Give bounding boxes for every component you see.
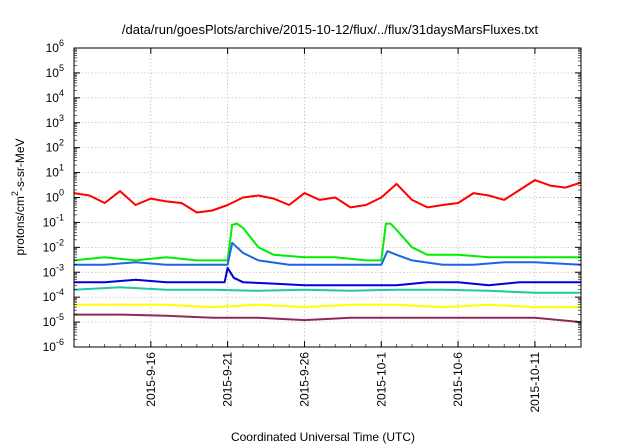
x-axis-label: Coordinated Universal Time (UTC) [231, 430, 415, 444]
y-tick-label: 10-2 [43, 237, 64, 254]
y-axis-label-sup: 2 [10, 191, 20, 196]
y-axis-label-rest: -s-sr-MeV [13, 138, 27, 191]
series-line-5 [73, 286, 581, 294]
y-tick-label: 10-1 [43, 212, 64, 229]
y-tick-label: 10-4 [43, 287, 64, 304]
y-tick-label: 101 [46, 163, 64, 180]
y-tick-label: 10-6 [43, 337, 64, 354]
chart-title: /data/run/goesPlots/archive/2015-10-12/f… [122, 22, 539, 37]
x-tick-label: 2015-10-1 [374, 352, 388, 407]
x-tick-label: 2015-10-6 [451, 352, 465, 407]
y-axis-label: protons/cm2-s-sr-MeV [10, 138, 27, 255]
y-axis-label-base: protons/cm [13, 196, 27, 255]
chart-series-group [73, 179, 582, 324]
y-tick-label: 106 [46, 38, 64, 55]
y-tick-label: 10-5 [43, 312, 64, 329]
x-axis-ticks: 2015-9-16 2015-9-21 2015-9-26 2015-10-1 2015… [73, 48, 582, 413]
y-tick-label: 104 [46, 88, 64, 105]
y-tick-label: 105 [46, 63, 64, 80]
x-tick-label: 2015-9-21 [221, 352, 235, 407]
series-line-1 [73, 179, 582, 214]
series-line-3 [74, 241, 582, 266]
chart-grid [74, 48, 581, 347]
y-tick-label: 100 [46, 188, 64, 205]
x-tick-label: 2015-9-26 [297, 352, 311, 407]
series-line-2 [73, 222, 581, 262]
y-axis-ticks: 10-6 10-5 10-4 10-3 10-2 10-1 100 101 102 103 104 1… [43, 38, 581, 354]
series-line-7 [74, 313, 582, 324]
y-tick-label: 103 [46, 113, 64, 130]
svg-text:protons/cm2-s-sr-MeV: protons/cm2-s-sr-MeV [10, 138, 27, 255]
x-tick-label: 2015-10-11 [528, 352, 542, 413]
x-tick-label: 2015-9-16 [144, 352, 158, 407]
series-line-4 [74, 266, 581, 287]
y-tick-label: 102 [46, 138, 64, 155]
y-tick-label: 10-3 [43, 262, 64, 279]
series-line-6 [74, 303, 581, 309]
